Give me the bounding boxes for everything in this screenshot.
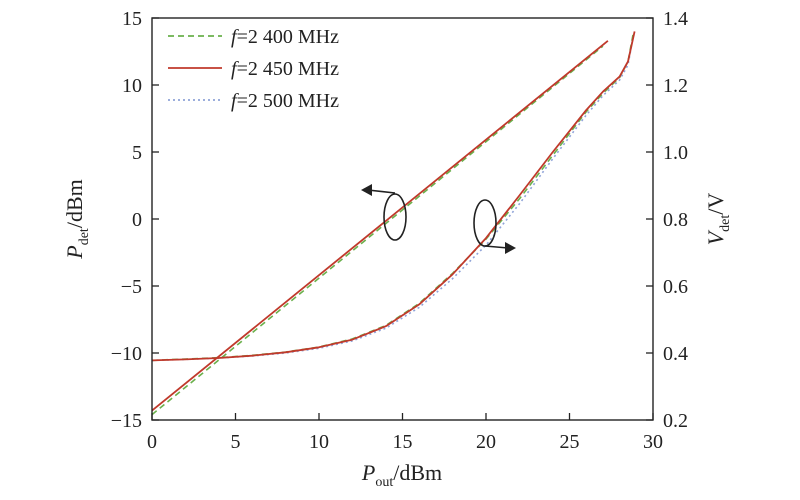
y-right-tick-label: 0.2 [663,410,688,432]
y-right-tick-label: 0.4 [663,343,688,365]
x-tick-label: 15 [393,431,413,453]
y-axis-right-label: Vdet/V [703,193,733,246]
x-tick-label: 0 [147,431,157,453]
y-left-tick-label: 0 [132,209,142,231]
left-arrow-icon [361,184,372,196]
y-left-tick-label: 15 [122,8,142,30]
right-arrow-icon [505,242,516,254]
legend-label: f=2 450 MHz [231,58,339,80]
right-arrow-line [484,245,509,249]
y-left-tick-label: 10 [122,75,142,97]
y-right-tick-label: 0.8 [663,209,688,231]
x-axis-label: Pout/dBm [361,460,442,490]
series-line-left-0 [151,45,604,416]
y-left-tick-label: 5 [132,142,142,164]
y-right-tick-label: 1.2 [663,75,688,97]
y-right-tick-label: 1.0 [663,142,688,164]
series-line-right-2 [151,34,634,362]
legend: f=2 400 MHz f=2 450 MHz f=2 500 MHz [168,26,339,112]
y-left-tick-label: −5 [121,276,142,298]
plot-lines [151,31,636,416]
y-right-tick-label: 0.6 [663,276,688,298]
x-tick-label: 25 [560,431,580,453]
x-tick-label: 30 [643,431,663,453]
y-right-tick-label: 1.4 [663,8,688,30]
plot-frame [151,17,654,421]
series-line-right-3 [151,31,636,362]
x-tick-label: 20 [476,431,496,453]
axis-indicators [361,184,516,254]
legend-label: f=2 400 MHz [231,26,339,48]
left-curve-indicator-ellipse [383,193,407,241]
y-left-tick-label: −15 [111,410,142,432]
series-line-left-1 [151,40,609,412]
series-line-right-4 [151,37,634,362]
ticks: 0 5 10 15 20 25 30 −15 −10 −5 0 5 10 15 0.2 0.4 0.6 0.8 1.… [111,8,688,453]
x-tick-label: 10 [309,431,329,453]
x-tick-label: 5 [231,431,241,453]
y-left-tick-label: −10 [111,343,142,365]
legend-label: f=2 500 MHz [231,90,339,112]
y-axis-left-label: Pdet/dBm [62,179,92,259]
left-arrow-line [367,189,396,194]
